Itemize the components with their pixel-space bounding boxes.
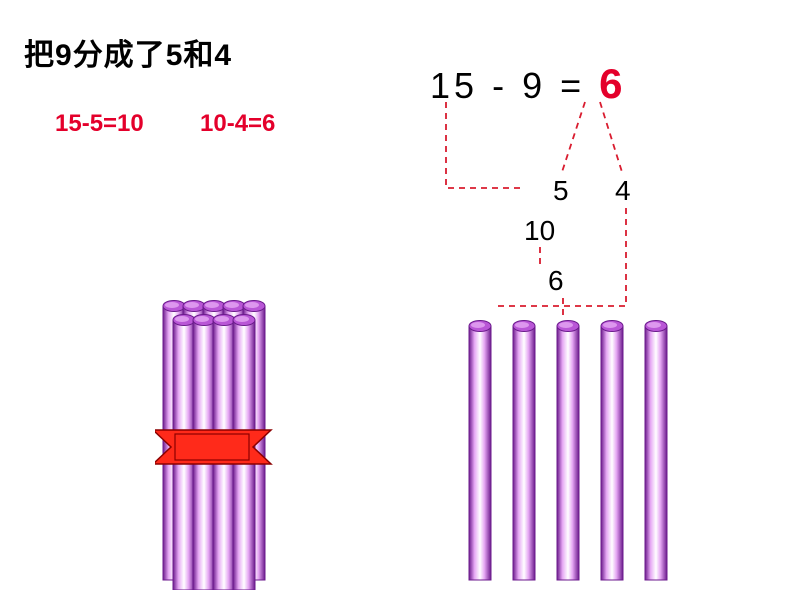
page-title: 把9分成了5和4 [24,30,232,74]
bundle-svg [155,300,295,590]
loose-svg [465,320,685,596]
title-text-1: 把 [24,39,55,72]
eq-op: - [492,65,508,106]
decomp-4: 4 [615,175,631,207]
title-text-3: 和 [183,39,214,72]
loose-sticks [465,320,685,596]
title-num-2: 5 [166,39,184,72]
decomp-5: 5 [553,175,569,207]
stick-bundle [155,300,295,595]
eq-equals: = [560,65,585,106]
eq-answer: 6 [599,60,626,107]
decomp-10: 10 [524,215,555,247]
main-equation: 15 - 9 = 6 [430,60,627,108]
eq-rhs: 9 [522,65,546,106]
title-text-2: 分成了 [73,39,166,72]
sub-equation-2: 10-4=6 [200,110,275,138]
title-num-3: 4 [214,39,232,72]
decomp-6: 6 [548,265,564,297]
eq-lhs: 15 [430,65,478,106]
title-num-1: 9 [55,39,73,72]
sub-equation-1: 15-5=10 [55,110,144,138]
